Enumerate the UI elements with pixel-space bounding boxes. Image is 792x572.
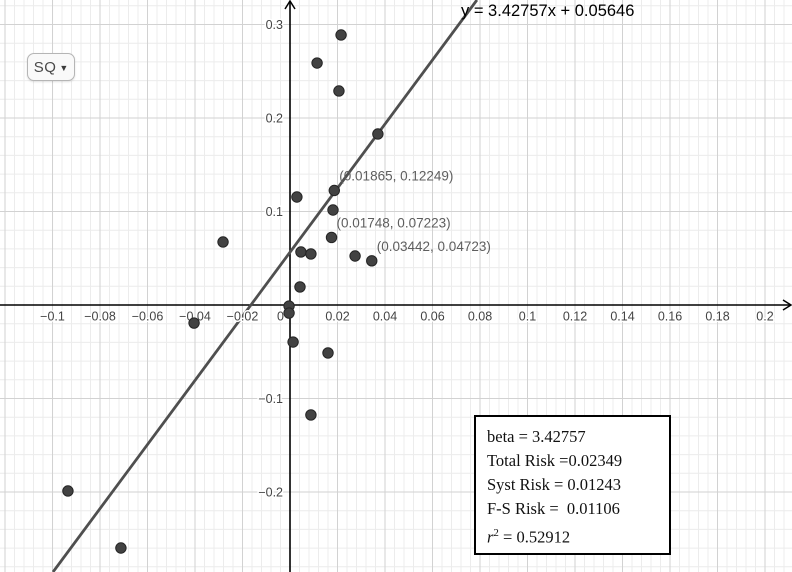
- data-point[interactable]: [283, 307, 295, 319]
- x-tick-label: 0.04: [373, 309, 397, 323]
- data-point[interactable]: [372, 128, 384, 140]
- data-point[interactable]: [305, 409, 317, 421]
- x-tick-label: −0.08: [84, 309, 116, 323]
- data-point[interactable]: [322, 347, 334, 359]
- data-point[interactable]: [305, 248, 317, 260]
- x-tick-label: 0.2: [756, 309, 773, 323]
- x-tick-label: 0.06: [420, 309, 444, 323]
- fs-risk-value: F-S Risk = 0.01106: [487, 499, 620, 518]
- x-tick-label: 0.1: [519, 309, 536, 323]
- data-point[interactable]: [62, 485, 74, 497]
- x-axis-arrow-icon: [782, 299, 792, 311]
- data-point[interactable]: [311, 57, 323, 69]
- data-point[interactable]: [335, 29, 347, 41]
- data-point[interactable]: [115, 542, 127, 554]
- x-tick-label: −0.06: [132, 309, 164, 323]
- point-label: (0.01865, 0.12249): [339, 168, 453, 183]
- x-tick-label: 0.18: [705, 309, 729, 323]
- chevron-down-icon: ▼: [59, 62, 69, 73]
- data-point[interactable]: [328, 184, 340, 197]
- regression-equation-label[interactable]: y = 3.42757x + 0.05646: [461, 2, 634, 20]
- x-tick-label: −0.04: [179, 309, 211, 323]
- y-tick-label: −0.1: [258, 392, 283, 406]
- y-tick-label: −0.2: [258, 486, 283, 500]
- x-tick-label: 0: [277, 309, 284, 323]
- x-tick-label: 0.16: [658, 309, 682, 323]
- x-tick-label: 0.08: [468, 309, 492, 323]
- regression-line[interactable]: [51, 0, 479, 572]
- data-point[interactable]: [295, 246, 307, 258]
- data-point[interactable]: [366, 255, 378, 267]
- y-tick-label: 0.2: [266, 111, 283, 125]
- data-point[interactable]: [287, 336, 299, 348]
- x-tick-label: 0.14: [610, 309, 634, 323]
- point-label: (0.01748, 0.07223): [337, 215, 451, 230]
- x-tick-label: −0.02: [227, 309, 259, 323]
- data-point[interactable]: [327, 204, 339, 216]
- data-point[interactable]: [188, 317, 200, 329]
- total-risk-value: Total Risk =0.02349: [487, 451, 623, 470]
- sq-dropdown-button[interactable]: SQ ▼: [27, 53, 75, 81]
- data-point[interactable]: [291, 191, 303, 203]
- sq-dropdown-label: SQ: [33, 58, 57, 76]
- x-tick-label: −0.1: [40, 309, 65, 323]
- syst-risk-value: Syst Risk = 0.01243: [487, 475, 621, 494]
- r-squared-symbol: r: [487, 527, 494, 547]
- data-point[interactable]: [349, 250, 361, 262]
- data-point[interactable]: [294, 281, 306, 293]
- x-tick-label: 0.02: [325, 309, 349, 323]
- point-label: (0.03442, 0.04723): [377, 239, 491, 254]
- data-point[interactable]: [333, 85, 345, 97]
- y-tick-label: 0.3: [266, 18, 283, 32]
- x-tick-label: 0.12: [563, 309, 587, 323]
- beta-value: beta = 3.42757: [487, 427, 586, 446]
- r-squared-value: r2 = 0.52912: [487, 527, 571, 547]
- y-tick-label: 0.1: [266, 205, 283, 219]
- data-point[interactable]: [325, 231, 338, 244]
- stats-info-box: beta = 3.42757 Total Risk =0.02349 Syst …: [474, 415, 671, 555]
- y-axis-arrow-icon: [284, 0, 296, 10]
- data-point[interactable]: [217, 236, 229, 248]
